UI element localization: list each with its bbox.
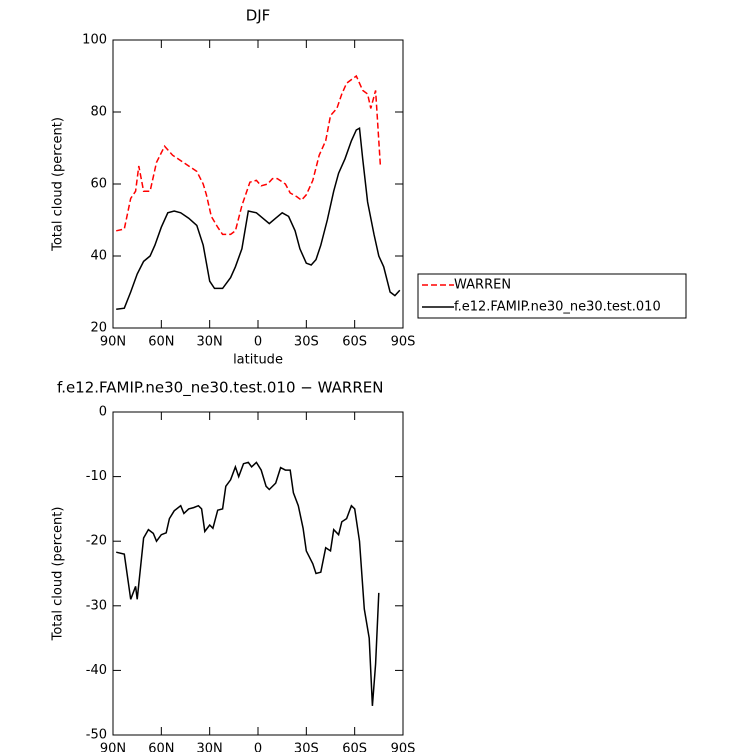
plot-frame — [112, 411, 404, 736]
y-axis-label: Total cloud (percent) — [51, 507, 66, 642]
y-tick-label: 60 — [90, 177, 107, 192]
legend-label: WARREN — [454, 278, 511, 293]
x-tick-label: 30N — [197, 742, 223, 752]
x-tick-label: 0 — [254, 335, 262, 350]
y-tick-label: 0 — [99, 405, 107, 420]
chart-title: DJF — [246, 7, 271, 25]
x-tick-label: 30S — [294, 335, 319, 350]
x-tick-label: 60S — [342, 742, 367, 752]
x-tick-label: 0 — [254, 742, 262, 752]
x-tick-label: 60N — [148, 742, 174, 752]
chart-title: f.e12.FAMIP.ne30_ne30.test.010 − WARREN — [57, 379, 383, 398]
y-tick-label: -10 — [86, 469, 107, 484]
x-tick-label: 60S — [342, 335, 367, 350]
x-axis-label: latitude — [233, 353, 283, 368]
y-tick-label: 80 — [90, 105, 107, 120]
x-tick-label: 90S — [391, 335, 416, 350]
y-tick-label: -40 — [86, 663, 107, 678]
legend-box — [417, 273, 687, 319]
legend-label: f.e12.FAMIP.ne30_ne30.test.010 — [454, 300, 661, 315]
y-tick-label: -30 — [86, 598, 107, 613]
x-tick-label: 90N — [100, 742, 126, 752]
data-line — [116, 126, 401, 311]
x-tick-label: 30S — [294, 742, 319, 752]
y-axis-label: Total cloud (percent) — [51, 117, 66, 252]
y-tick-label: -20 — [86, 534, 107, 549]
x-tick-label: 60N — [148, 335, 174, 350]
y-tick-label: 20 — [90, 321, 107, 336]
data-line — [116, 461, 380, 706]
y-tick-label: -50 — [86, 728, 107, 743]
x-tick-label: 30N — [197, 335, 223, 350]
data-line — [116, 74, 382, 236]
y-tick-label: 100 — [82, 33, 107, 48]
x-tick-label: 90S — [391, 742, 416, 752]
y-tick-label: 40 — [90, 249, 107, 264]
x-tick-label: 90N — [100, 335, 126, 350]
